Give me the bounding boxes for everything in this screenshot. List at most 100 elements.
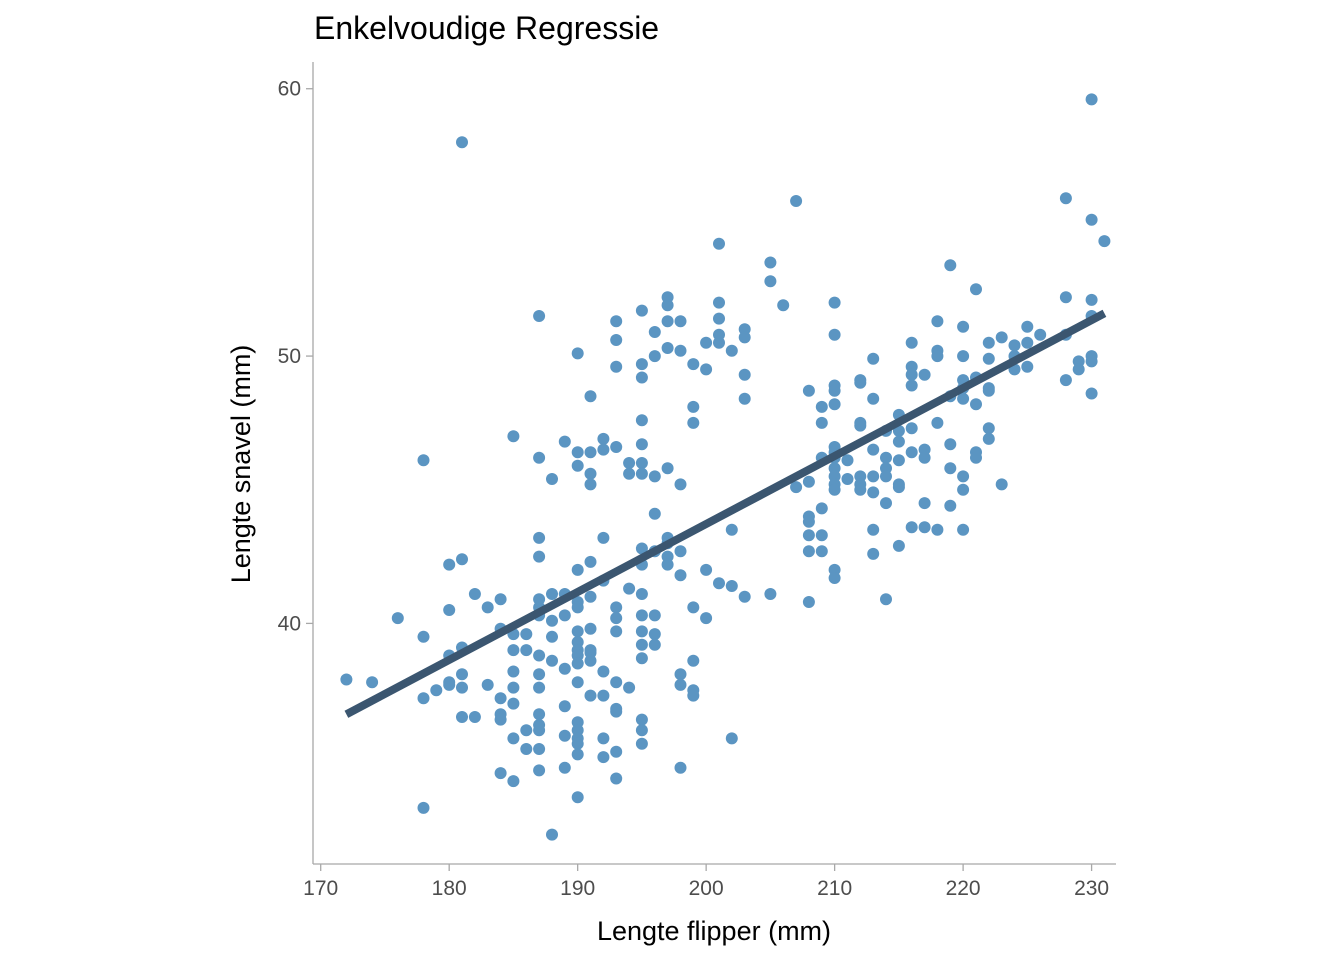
data-point: [571, 748, 584, 761]
regression-line-group: [344, 309, 1107, 718]
data-point: [635, 713, 648, 726]
data-point: [571, 446, 584, 459]
data-point: [1085, 93, 1098, 106]
data-point: [481, 678, 494, 691]
data-point: [533, 724, 546, 737]
data-point: [880, 451, 892, 464]
data-point: [982, 422, 995, 435]
data-point: [648, 638, 661, 651]
data-point: [635, 358, 648, 371]
data-point: [970, 451, 982, 464]
data-point: [674, 761, 687, 774]
data-point: [648, 470, 661, 483]
data-point: [494, 593, 507, 606]
data-point: [1008, 339, 1021, 352]
data-point: [584, 446, 597, 459]
data-point: [623, 457, 636, 469]
data-point: [546, 630, 558, 643]
data-point: [687, 416, 700, 429]
data-point: [456, 681, 468, 694]
data-point: [725, 732, 738, 745]
data-point: [841, 454, 854, 467]
data-point: [802, 545, 815, 558]
data-point: [571, 737, 584, 750]
data-point: [571, 625, 584, 638]
data-point: [533, 550, 546, 563]
data-point: [674, 678, 687, 691]
data-point: [918, 368, 931, 381]
data-point: [764, 275, 777, 288]
data-point: [661, 462, 674, 475]
data-point: [635, 467, 648, 480]
data-point: [764, 588, 777, 600]
data-point: [635, 438, 648, 451]
data-point: [558, 662, 571, 675]
data-point: [700, 563, 713, 576]
data-point: [456, 136, 468, 149]
data-point: [610, 772, 623, 785]
data-point: [635, 588, 648, 600]
data-point: [610, 705, 623, 718]
chart-title: Enkelvoudige Regressie: [314, 10, 659, 46]
data-point: [931, 350, 944, 363]
data-point: [635, 609, 648, 622]
data-point: [790, 195, 803, 207]
data-point: [546, 473, 558, 485]
data-point: [892, 539, 905, 552]
x-tick-label: 230: [1074, 877, 1109, 900]
data-point: [931, 416, 944, 429]
data-point: [584, 467, 597, 480]
data-point: [738, 590, 751, 603]
data-point: [970, 283, 982, 296]
data-point: [571, 347, 584, 360]
data-point: [597, 443, 610, 456]
data-point: [635, 542, 648, 555]
data-point: [533, 708, 546, 721]
data-point: [661, 315, 674, 328]
data-point: [533, 531, 546, 544]
data-point: [815, 545, 828, 558]
data-point: [1021, 336, 1034, 349]
data-point: [713, 312, 725, 325]
data-point: [687, 358, 700, 371]
data-point: [802, 475, 815, 488]
data-point: [995, 478, 1008, 491]
data-point: [456, 711, 468, 723]
data-point: [867, 470, 880, 483]
data-point: [957, 470, 970, 483]
data-point: [828, 384, 841, 397]
data-point: [700, 612, 713, 625]
data-point: [790, 481, 803, 494]
data-point: [533, 668, 546, 681]
data-point: [841, 473, 854, 485]
data-point: [802, 515, 815, 528]
data-point: [340, 673, 353, 686]
data-point: [610, 601, 623, 614]
data-point: [1085, 213, 1098, 226]
data-point: [533, 310, 546, 322]
x-tick-label: 190: [560, 877, 595, 900]
data-point: [905, 446, 918, 459]
data-point: [854, 376, 867, 389]
data-point: [1034, 328, 1047, 341]
data-point: [918, 451, 931, 464]
data-point: [867, 547, 880, 560]
data-point: [687, 601, 700, 614]
data-point: [571, 791, 584, 804]
data-point: [481, 601, 494, 614]
data-point: [610, 334, 623, 346]
data-point: [507, 775, 520, 788]
y-axis-ticks: 40 50 60: [278, 78, 313, 635]
data-point: [957, 350, 970, 363]
data-point: [1085, 387, 1098, 400]
data-point: [417, 801, 430, 814]
data-point: [635, 724, 648, 737]
data-point: [520, 644, 533, 657]
data-point: [738, 331, 751, 344]
data-point: [571, 563, 584, 576]
data-point: [584, 689, 597, 702]
data-point: [597, 665, 610, 678]
data-point: [571, 676, 584, 689]
x-axis-label: Lengte flipper (mm): [597, 916, 831, 946]
data-point: [507, 681, 520, 694]
